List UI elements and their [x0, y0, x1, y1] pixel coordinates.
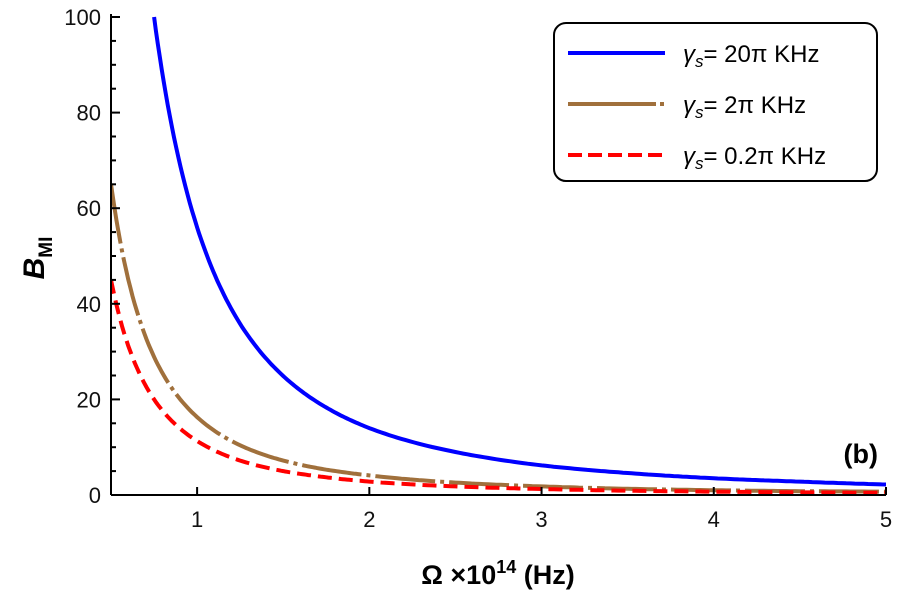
y-tick-label: 80	[77, 101, 101, 126]
y-tick-label: 0	[89, 483, 101, 508]
legend-label-1: γs= 2π KHz	[683, 92, 806, 122]
x-tick-label: 3	[535, 507, 547, 532]
annotation-b: (b)	[844, 439, 878, 469]
series-line-0	[152, 16, 886, 487]
y-tick-label: 20	[77, 387, 101, 412]
x-tick-label: 5	[880, 507, 892, 532]
legend-label-2: γs= 0.2π KHz	[683, 143, 826, 173]
series-line-1	[111, 184, 886, 494]
x-tick-label: 2	[363, 507, 375, 532]
axes: 0 20 40 60 80 100 1 2 3 4 5	[64, 5, 892, 532]
legend: γs= 20π KHz γs= 2π KHz γs= 0.2π KHz	[553, 22, 878, 182]
series-line-2	[111, 279, 886, 495]
legend-label-0: γs= 20π KHz	[683, 41, 819, 71]
x-tick-label: 4	[708, 507, 720, 532]
y-tick-label: 100	[64, 5, 101, 30]
x-axis-label: Ω ×1014 (Hz)	[421, 557, 574, 590]
x-tick-label: 1	[191, 507, 203, 532]
y-tick-label: 60	[77, 196, 101, 221]
y-tick-label: 40	[77, 292, 101, 317]
y-axis-label: BMI	[18, 237, 57, 280]
legend-box	[553, 22, 878, 182]
